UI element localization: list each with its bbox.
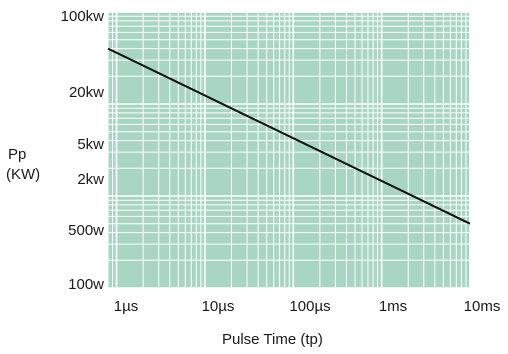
y-tick-label-2kw: 2kw [77,171,104,188]
series-line [107,47,471,225]
y-axis-label-line2: (KW) [6,166,41,183]
x-tick-label-1ms: 1ms [378,298,408,315]
x-tick-label-10ms: 10ms [463,298,501,315]
x-tick-label-10us: 10µs [201,298,235,315]
y-tick-label-500w: 500w [68,222,104,239]
y-tick-label-20kw: 20kw [68,84,104,101]
y-tick-label-100w: 100w [68,276,104,293]
grid-lines [107,11,471,289]
y-tick-label-100kw: 100kw [60,8,104,25]
x-tick-label-1us: 1µs [113,298,139,315]
x-axis-label: Pulse Time (tp) [222,331,323,348]
y-axis-label-line1: Pp [8,146,27,163]
y-tick-label-5kw: 5kw [77,136,104,153]
x-tick-label-100us: 100µs [289,298,331,315]
